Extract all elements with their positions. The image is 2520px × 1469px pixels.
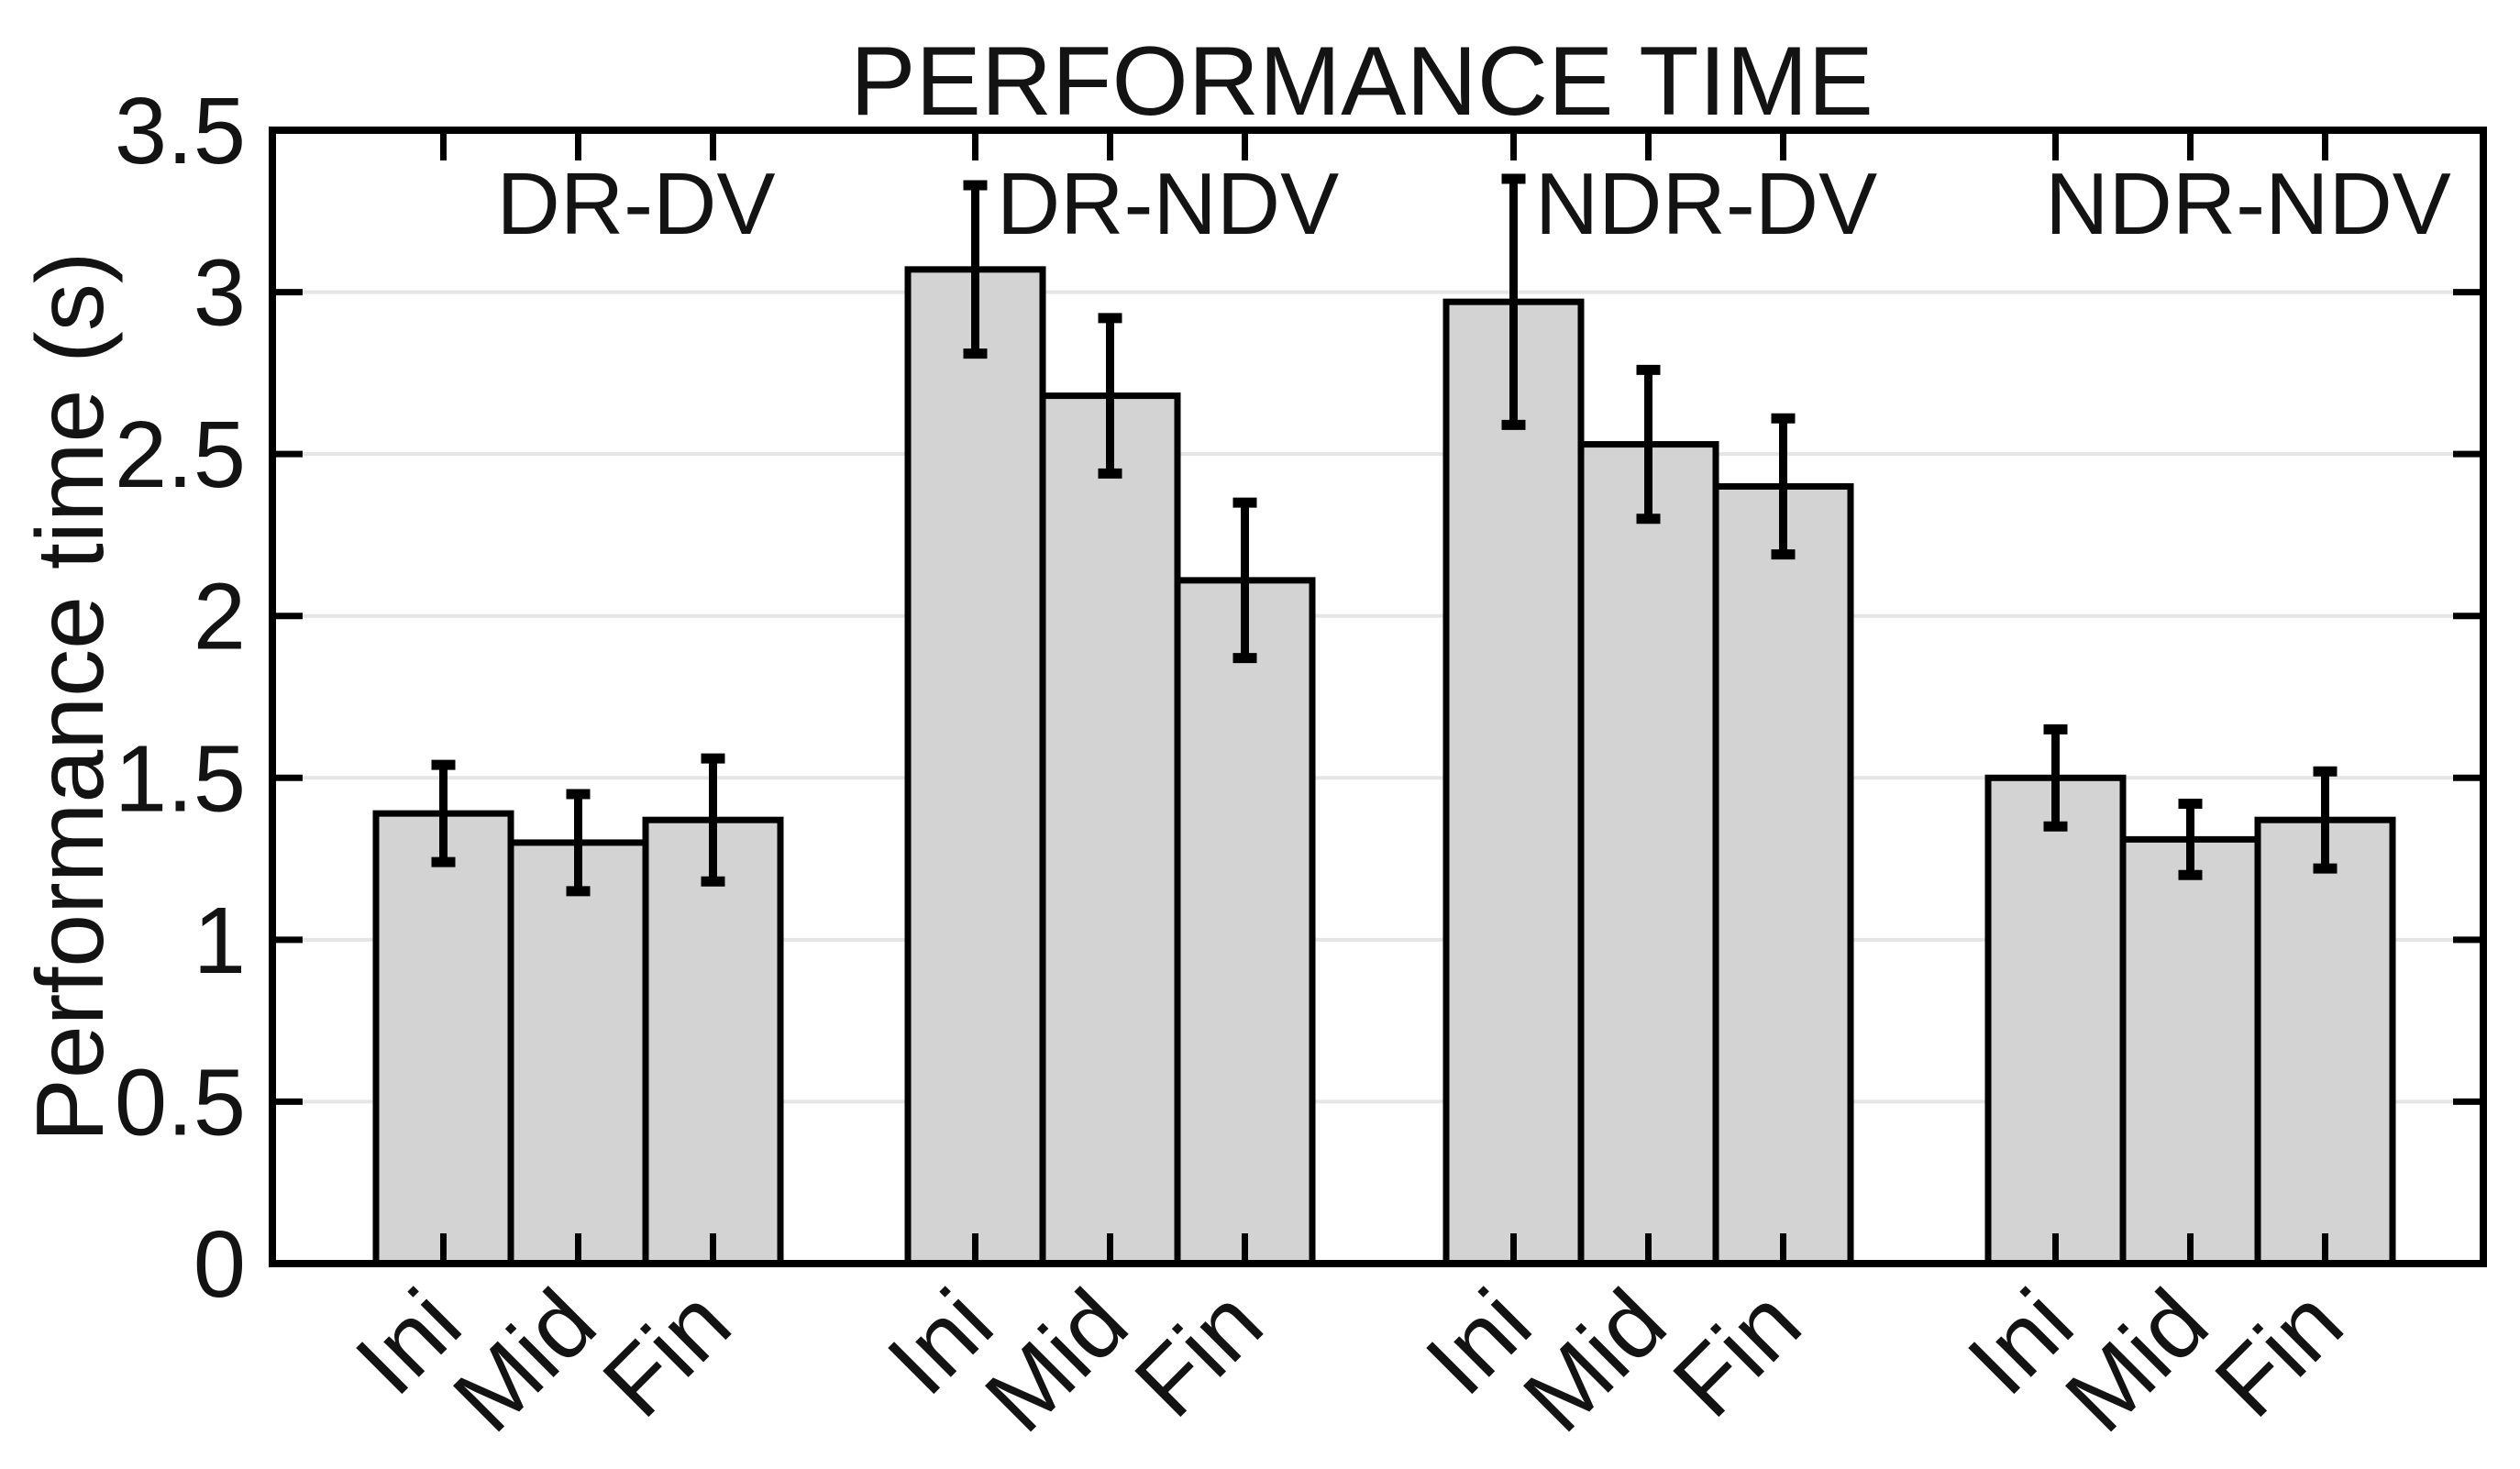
group-label: DR-DV bbox=[497, 155, 776, 253]
y-tick-label: 3.5 bbox=[115, 78, 246, 183]
bar bbox=[1442, 298, 1585, 1267]
bar bbox=[1039, 392, 1181, 1267]
y-axis-label: Performance time (s) bbox=[17, 252, 124, 1143]
group-label: NDR-NDV bbox=[2045, 155, 2451, 253]
bar bbox=[1577, 441, 1719, 1267]
bar bbox=[372, 810, 514, 1267]
bar bbox=[1174, 577, 1316, 1267]
group-label: DR-NDV bbox=[997, 155, 1339, 253]
axis-layer bbox=[272, 130, 2483, 1264]
group-label: NDR-DV bbox=[1535, 155, 1877, 253]
bar bbox=[1712, 482, 1854, 1267]
y-tick-label: 3 bbox=[193, 240, 246, 346]
bar bbox=[904, 266, 1046, 1267]
bar bbox=[1984, 774, 2127, 1267]
error-bar-layer bbox=[431, 173, 2338, 897]
bar bbox=[2119, 835, 2261, 1267]
bar bbox=[507, 839, 649, 1267]
y-tick-label: 0.5 bbox=[115, 1049, 246, 1154]
chart-title: PERFORMANCE TIME bbox=[850, 26, 1873, 136]
bar bbox=[2254, 816, 2396, 1267]
y-tick-label: 2.5 bbox=[115, 402, 246, 507]
y-tick-label: 2 bbox=[193, 564, 246, 669]
y-tick-label: 1.5 bbox=[115, 725, 246, 831]
plot-box-frame bbox=[269, 127, 2487, 1267]
bar-layer bbox=[372, 266, 2396, 1267]
y-tick-label: 0 bbox=[193, 1211, 246, 1317]
y-tick-label: 1 bbox=[193, 888, 246, 993]
